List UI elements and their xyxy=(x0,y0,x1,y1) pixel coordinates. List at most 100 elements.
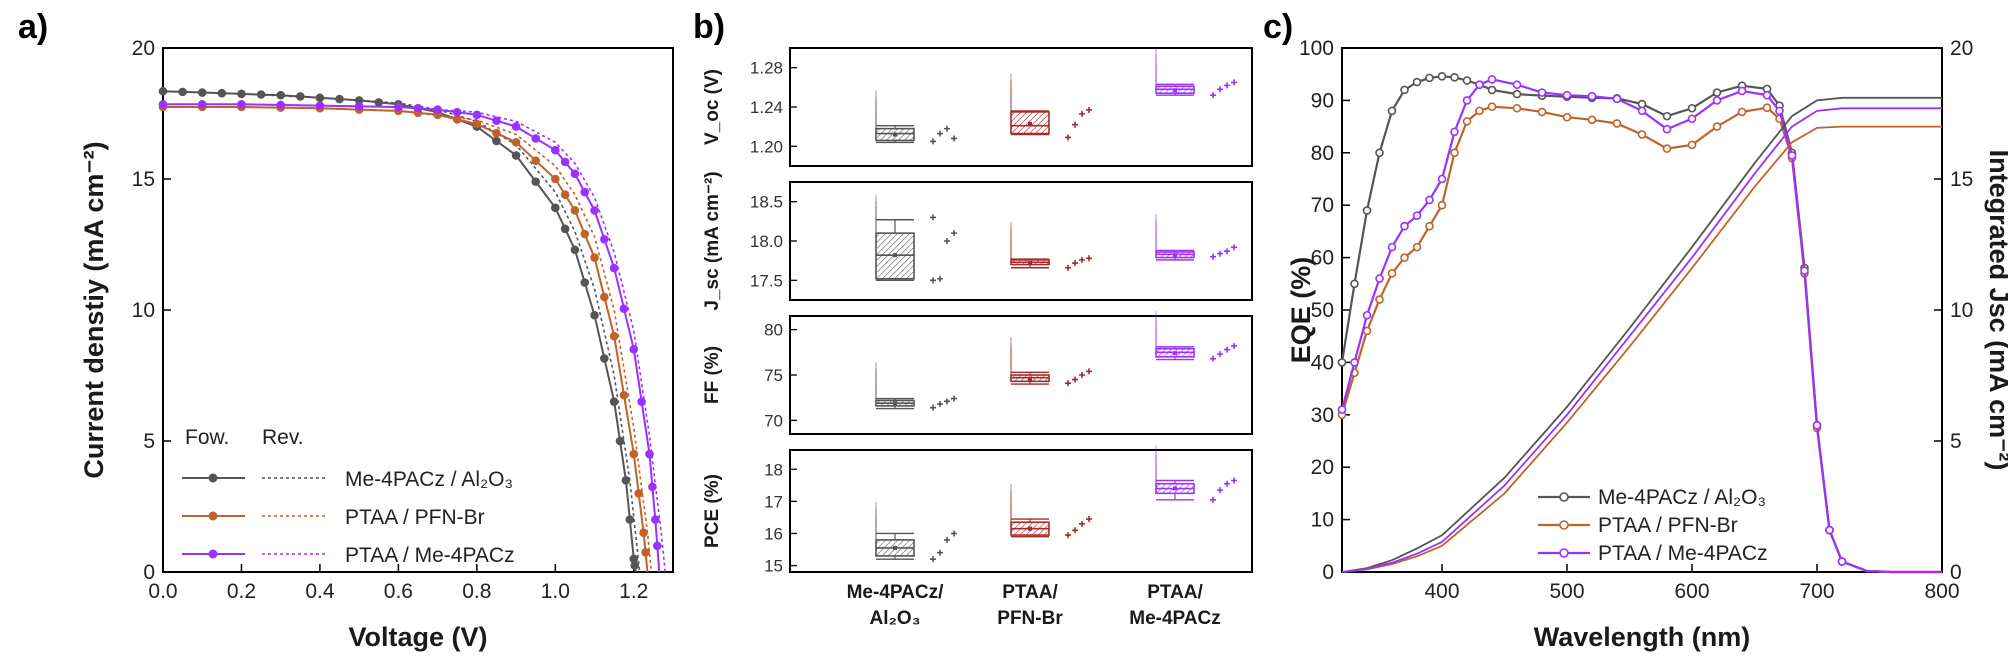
scatter-point xyxy=(1065,264,1071,271)
data-point xyxy=(600,354,609,363)
data-point xyxy=(276,90,285,100)
data-point xyxy=(1400,253,1409,262)
chart-c-y2-title: Integrated Jsc (mA cm⁻²) xyxy=(1984,150,2008,471)
data-point xyxy=(639,528,648,538)
chart-a-y-title: Current denstiy (mA cm⁻²) xyxy=(79,141,109,478)
box-hatch xyxy=(1029,113,1050,134)
scatter-point xyxy=(1072,376,1078,383)
data-point xyxy=(1487,102,1497,111)
y-tick-label: 1.28 xyxy=(750,59,783,78)
data-point xyxy=(609,397,619,407)
x-tick-label: 0.6 xyxy=(384,580,413,603)
box-hatch xyxy=(875,232,899,256)
box-hatch xyxy=(900,264,915,280)
box-hatch xyxy=(1047,131,1050,134)
data-point xyxy=(551,203,560,213)
data-point xyxy=(634,489,643,498)
data-point xyxy=(1412,211,1422,220)
data-point xyxy=(1637,130,1647,139)
mean-marker xyxy=(1173,351,1177,356)
mean-marker xyxy=(893,132,897,137)
mean-marker xyxy=(893,401,897,406)
data-point xyxy=(452,107,462,117)
series-line xyxy=(163,106,653,573)
scatter-point xyxy=(1224,248,1230,255)
category-label: PFN-Br xyxy=(997,608,1063,629)
box-hatch xyxy=(1041,125,1050,134)
data-point xyxy=(1337,405,1347,414)
data-point xyxy=(560,157,570,167)
box-hatch xyxy=(885,128,899,141)
chart-a: 0.0 0.2 0.4 0.6 0.8 1.0 1.2 0 5 10 15 20 Fow. Rev. Me… xyxy=(79,37,674,652)
data-point xyxy=(1662,111,1672,121)
data-point xyxy=(1362,310,1372,320)
data-point xyxy=(1450,148,1459,158)
mean-marker xyxy=(1173,486,1177,491)
data-point xyxy=(590,253,599,262)
scatter-point xyxy=(951,230,957,237)
data-point xyxy=(1375,148,1384,158)
x-tick-label: 400 xyxy=(1424,580,1459,603)
subplot-y-title: PCE (%) xyxy=(702,474,723,548)
data-point xyxy=(1387,269,1397,278)
scatter-point xyxy=(1210,92,1216,99)
category-label: Me-4PACz/ xyxy=(847,582,944,603)
data-point xyxy=(560,224,570,234)
data-point xyxy=(1462,117,1472,126)
data-point xyxy=(1475,106,1484,116)
legend-header-fow: Fow. xyxy=(185,426,229,449)
legend-label: PTAA / PFN-Br xyxy=(1598,514,1738,537)
mean-marker xyxy=(1173,88,1177,93)
data-point xyxy=(1462,76,1472,85)
y-tick-label: 1.24 xyxy=(750,98,783,117)
data-point xyxy=(637,397,646,407)
data-point xyxy=(1450,127,1459,137)
data-point xyxy=(1775,106,1784,116)
scatter-point xyxy=(1224,346,1230,353)
data-point xyxy=(492,116,501,126)
data-point xyxy=(1337,358,1347,367)
box-hatch xyxy=(1010,111,1022,123)
y-tick-label: 70 xyxy=(764,411,783,430)
box-hatch xyxy=(875,232,887,244)
box-hatch xyxy=(1155,483,1161,488)
subplot-y-title: V_oc (V) xyxy=(702,69,723,145)
box-hatch xyxy=(894,258,915,280)
scatter-point xyxy=(951,395,957,402)
scatter-point xyxy=(1210,355,1216,362)
data-point xyxy=(1375,274,1384,283)
x-tick-label: 0.2 xyxy=(227,580,256,603)
scatter-point xyxy=(930,277,936,284)
panel-label-b: b) xyxy=(693,8,725,46)
panel-label-c: c) xyxy=(1263,8,1293,46)
y-tick-label: 0 xyxy=(1322,561,1334,584)
box-hatch xyxy=(1011,111,1034,134)
mean-marker xyxy=(1028,261,1032,266)
chart-c-y-title: EQE (%) xyxy=(1286,257,1316,364)
data-point xyxy=(1637,106,1647,116)
y-tick-label: 20 xyxy=(132,37,155,60)
y-tick-label: 15 xyxy=(132,168,155,191)
scatter-point xyxy=(1217,351,1223,358)
y-tick-label: 15 xyxy=(764,557,783,576)
scatter-point xyxy=(1065,380,1071,387)
data-point xyxy=(609,331,619,341)
data-point xyxy=(492,128,501,138)
x-tick-label: 500 xyxy=(1549,580,1584,603)
subplot-frame xyxy=(789,449,1253,573)
y-tick-label: 10 xyxy=(132,299,155,322)
mean-marker xyxy=(1028,121,1032,126)
data-point xyxy=(531,177,540,186)
scatter-point xyxy=(1217,86,1223,93)
data-point xyxy=(1425,195,1434,205)
y-tick-label: 60 xyxy=(1311,247,1334,270)
x-tick-label: 1.0 xyxy=(541,580,570,603)
box-hatch xyxy=(1037,523,1050,536)
series-line xyxy=(1341,125,1942,573)
box-hatch xyxy=(888,252,915,280)
y-tick-label: 16 xyxy=(764,524,783,543)
mean-marker xyxy=(1173,253,1177,258)
legend-marker xyxy=(1559,492,1569,502)
scatter-point xyxy=(930,556,936,563)
scatter-point xyxy=(951,135,957,142)
